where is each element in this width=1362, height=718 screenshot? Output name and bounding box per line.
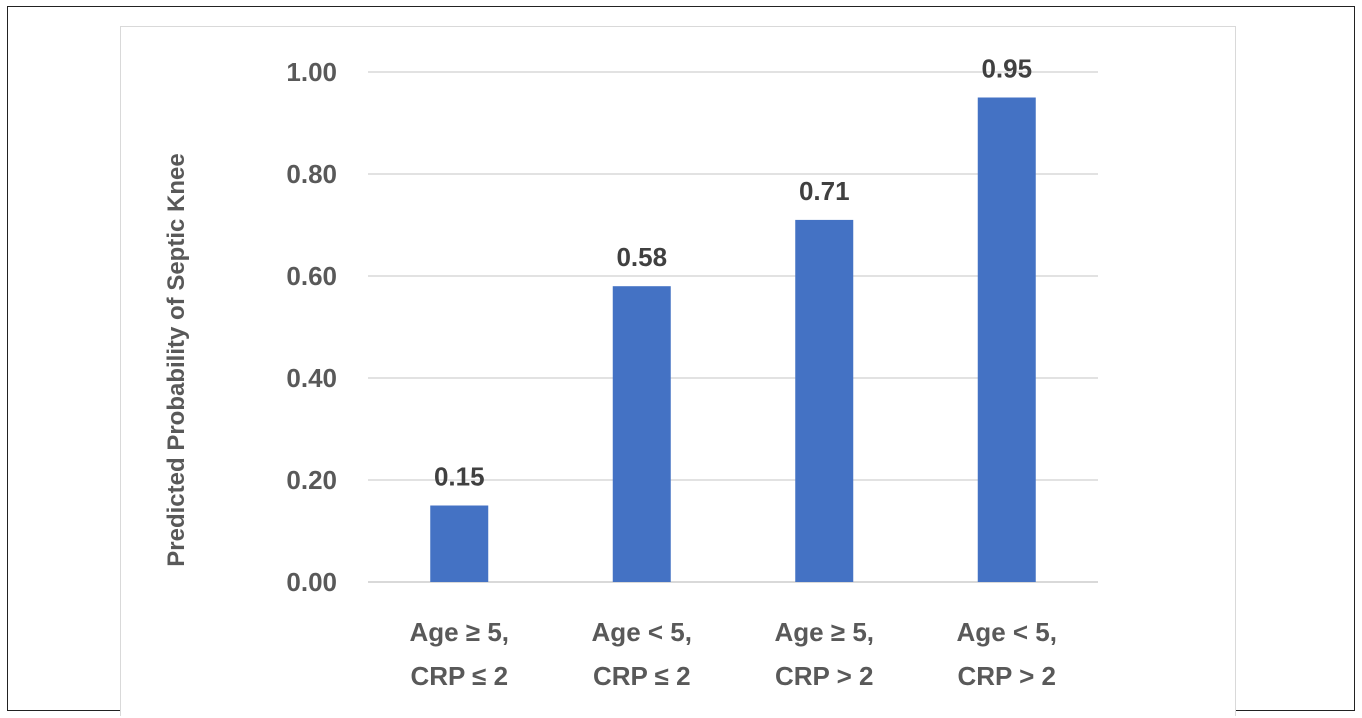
bar — [430, 505, 489, 582]
bar — [795, 219, 854, 582]
bar-data-label: 0.58 — [616, 242, 667, 272]
bars — [430, 97, 1036, 582]
bar — [612, 286, 671, 582]
y-tick-label: 0.20 — [286, 465, 337, 495]
y-axis-title: Predicted Probability of Septic Knee — [163, 153, 190, 566]
x-axis-categories: Age ≥ 5, CRP ≤ 2 Age < 5, CRP ≤ 2 Age ≥ 5, CR… — [409, 617, 1056, 691]
data-labels: 0.15 0.58 0.71 0.95 — [434, 54, 1032, 492]
x-category-label: Age ≥ 5, — [774, 617, 874, 647]
y-tick-label: 0.60 — [286, 261, 337, 291]
x-category-label: Age < 5, — [592, 617, 692, 647]
gridlines — [368, 71, 1098, 583]
x-category-label: CRP > 2 — [957, 661, 1056, 691]
x-category-label: Age < 5, — [957, 617, 1057, 647]
chart-area — [120, 26, 1236, 716]
bar — [977, 97, 1036, 582]
y-tick-label: 0.80 — [286, 159, 337, 189]
bar-data-label: 0.15 — [434, 462, 485, 492]
bar-data-label: 0.95 — [981, 54, 1032, 84]
x-category-label: Age ≥ 5, — [409, 617, 509, 647]
y-tick-label: 1.00 — [286, 57, 337, 87]
x-category-label: CRP ≤ 2 — [410, 661, 508, 691]
x-category-label: CRP > 2 — [775, 661, 874, 691]
y-tick-label: 0.40 — [286, 363, 337, 393]
bar-data-label: 0.71 — [799, 176, 850, 206]
y-tick-label: 0.00 — [286, 567, 337, 597]
x-category-label: CRP ≤ 2 — [593, 661, 691, 691]
y-axis-ticks: 0.00 0.20 0.40 0.60 0.80 1.00 — [286, 57, 337, 597]
